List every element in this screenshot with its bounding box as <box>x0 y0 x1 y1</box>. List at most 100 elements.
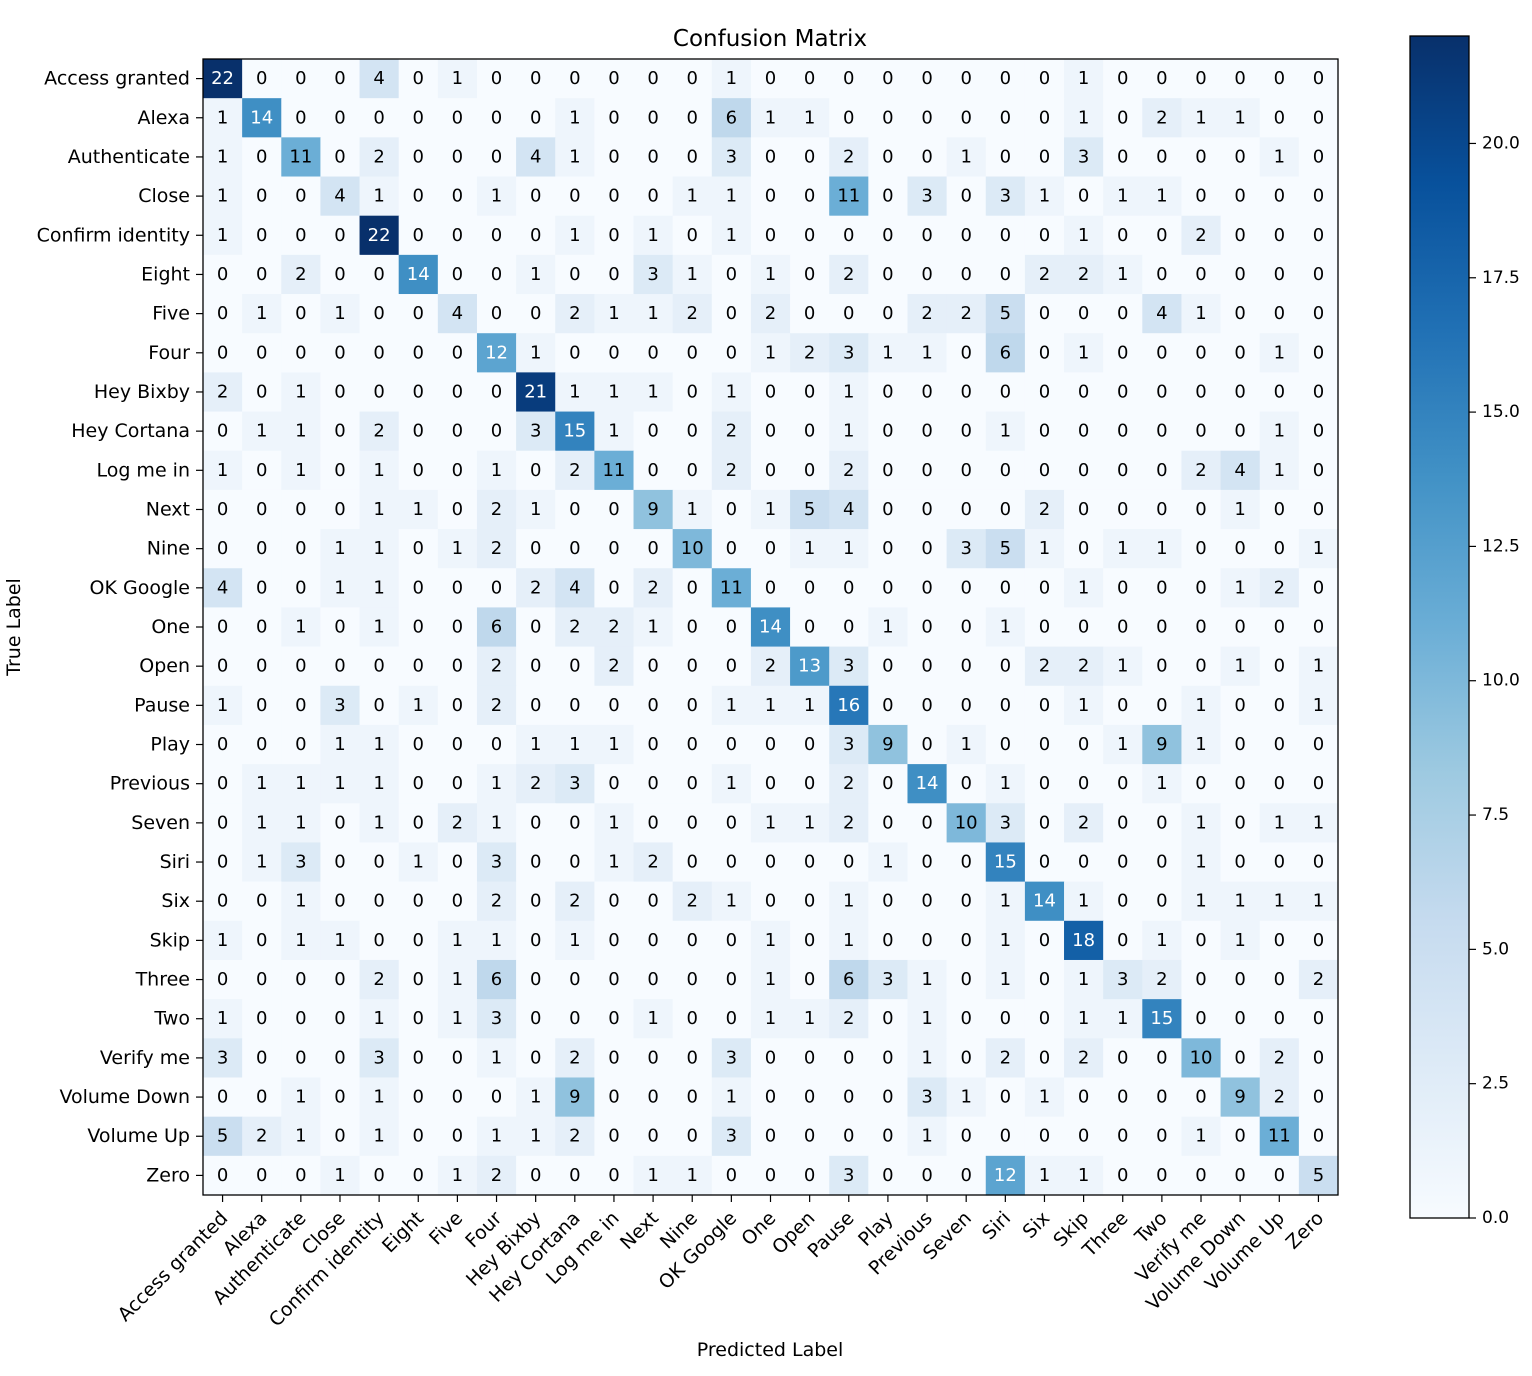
heatmap-cell <box>281 1038 322 1079</box>
cell-value-label: 6 <box>1000 342 1011 363</box>
heatmap-cell <box>868 372 909 413</box>
cell-value-label: 0 <box>295 695 306 716</box>
cell-value-label: 0 <box>1195 1087 1206 1108</box>
heatmap-cell <box>1259 842 1300 883</box>
cell-value-label: 1 <box>843 891 854 912</box>
heatmap-cell <box>1298 333 1339 373</box>
cell-value-label: 1 <box>295 421 306 442</box>
heatmap-cell <box>555 881 595 922</box>
cell-value-label: 0 <box>1274 656 1285 677</box>
heatmap-cell <box>242 98 282 138</box>
cell-value-label: 0 <box>1313 1047 1324 1068</box>
cell-value-label: 0 <box>608 773 619 794</box>
cell-value-label: 1 <box>1117 538 1128 559</box>
heatmap-cell <box>985 529 1026 569</box>
heatmap-cell <box>1142 254 1183 295</box>
cell-value-label: 0 <box>1156 381 1167 402</box>
cell-value-label: 3 <box>334 695 345 716</box>
cell-value-label: 0 <box>1313 577 1324 598</box>
heatmap-cell <box>1220 999 1261 1039</box>
heatmap-cell <box>829 920 869 961</box>
cell-value-label: 0 <box>647 107 658 128</box>
cell-value-label: 0 <box>804 969 815 990</box>
heatmap-cell <box>1220 489 1261 530</box>
cell-value-label: 14 <box>759 617 782 638</box>
heatmap-cell <box>555 294 595 334</box>
heatmap-cell <box>476 607 517 648</box>
heatmap-cell <box>711 529 752 569</box>
x-tick-label: Zero <box>1282 1207 1328 1253</box>
heatmap-cell <box>320 137 361 178</box>
cell-value-label: 1 <box>373 499 384 520</box>
cell-value-label: 3 <box>843 1165 854 1186</box>
cell-value-label: 1 <box>765 499 776 520</box>
cell-value-label: 0 <box>686 734 697 755</box>
cell-value-label: 0 <box>1313 773 1324 794</box>
cell-value-label: 1 <box>217 107 228 128</box>
heatmap-cell <box>711 999 752 1039</box>
cell-value-label: 0 <box>921 264 932 285</box>
heatmap-cell <box>594 1077 635 1118</box>
cell-value-label: 1 <box>530 1126 541 1147</box>
heatmap-cell <box>868 724 909 765</box>
cell-value-label: 0 <box>921 891 932 912</box>
cell-value-label: 2 <box>726 460 737 481</box>
cell-value-label: 0 <box>804 225 815 246</box>
heatmap-cell <box>790 568 830 609</box>
cell-value-label: 0 <box>295 969 306 990</box>
heatmap-cell <box>750 959 791 1000</box>
cell-value-label: 1 <box>373 1087 384 1108</box>
cell-value-label: 0 <box>452 342 463 363</box>
heatmap-cell <box>1181 333 1222 373</box>
cell-value-label: 0 <box>686 969 697 990</box>
heatmap-cell <box>985 607 1026 648</box>
cell-value-label: 0 <box>882 225 893 246</box>
cell-value-label: 1 <box>295 773 306 794</box>
cell-value-label: 0 <box>1313 107 1324 128</box>
cell-value-label: 2 <box>569 303 580 324</box>
heatmap-cell <box>946 1155 987 1196</box>
heatmap-cell <box>1103 176 1143 217</box>
colorbar-tick-label: 12.5 <box>1482 536 1520 556</box>
heatmap-cell <box>790 529 830 569</box>
heatmap-cell <box>359 59 400 99</box>
heatmap-cell <box>1064 294 1104 334</box>
heatmap-cell <box>1181 1155 1222 1196</box>
heatmap-cell <box>281 450 322 491</box>
heatmap-cell <box>1181 450 1222 491</box>
cell-value-label: 0 <box>882 460 893 481</box>
cell-value-label: 2 <box>1313 969 1324 990</box>
heatmap-cell <box>1259 724 1300 765</box>
heatmap-cell <box>829 842 869 883</box>
cell-value-label: 0 <box>1039 695 1050 716</box>
heatmap-cell <box>242 999 282 1039</box>
heatmap-cell <box>242 1038 282 1079</box>
cell-value-label: 1 <box>686 186 697 207</box>
heatmap-cell <box>946 646 987 687</box>
heatmap-cell <box>1259 450 1300 491</box>
cell-value-label: 1 <box>608 303 619 324</box>
cell-value-label: 0 <box>608 107 619 128</box>
cell-value-label: 0 <box>608 538 619 559</box>
cell-value-label: 0 <box>1234 264 1245 285</box>
heatmap-cell <box>1142 137 1183 178</box>
heatmap-cell <box>985 685 1026 726</box>
cell-value-label: 0 <box>1195 656 1206 677</box>
cell-value-label: 0 <box>373 107 384 128</box>
heatmap-cell <box>633 568 674 609</box>
heatmap-cell <box>1181 724 1222 765</box>
heatmap-cell <box>672 1077 713 1118</box>
heatmap-cell <box>672 842 713 883</box>
heatmap-cell <box>750 881 791 922</box>
cell-value-label: 0 <box>1078 538 1089 559</box>
y-tick-label: OK Google <box>90 577 190 599</box>
heatmap-cell <box>359 1077 400 1118</box>
cell-value-label: 1 <box>295 381 306 402</box>
heatmap-cell <box>476 411 517 452</box>
heatmap-cell <box>750 764 791 804</box>
cell-value-label: 0 <box>1274 1165 1285 1186</box>
heatmap-cell <box>1103 1116 1143 1157</box>
heatmap-cell <box>1064 764 1104 804</box>
heatmap-cell <box>594 803 635 844</box>
cell-value-label: 14 <box>916 773 939 794</box>
